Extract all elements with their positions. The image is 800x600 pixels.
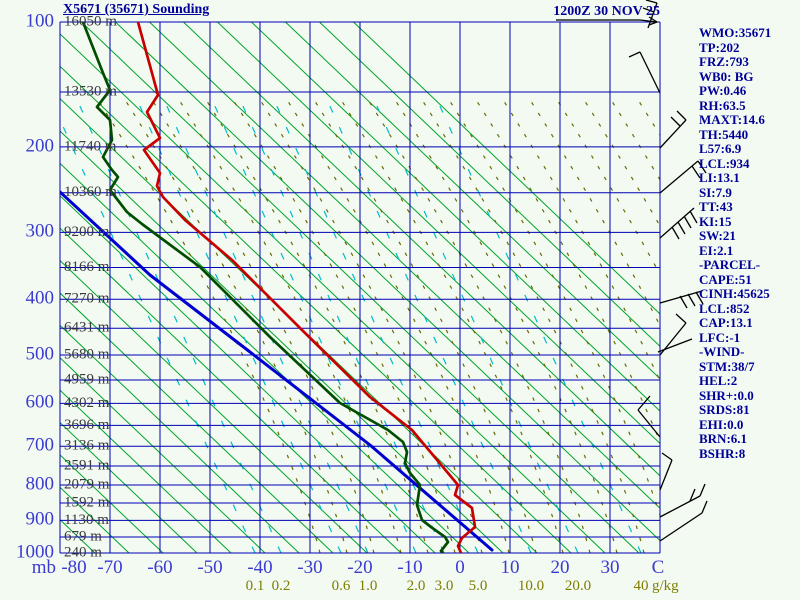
axis-label: 20 <box>551 557 570 578</box>
axis-label: 0.2 <box>272 578 291 594</box>
dewpoint-trace <box>81 22 450 553</box>
panel-line: L57:6.9 <box>699 141 742 156</box>
axis-label: 3696 m <box>64 417 110 433</box>
panel-line: FRZ:793 <box>699 54 749 69</box>
axis-label: 600 <box>26 392 55 413</box>
panel-line: BRN:6.1 <box>699 431 748 446</box>
axis-label: 800 <box>26 473 55 494</box>
panel-line: TT:43 <box>699 199 733 214</box>
mixing-ratio-lines <box>60 95 642 553</box>
axis-label: 300 <box>26 221 55 242</box>
axis-label: 679 m <box>64 528 102 544</box>
axis-label: 10.0 <box>518 578 544 594</box>
panel-line: WB0: BG <box>699 68 754 84</box>
axis-label: 9200 m <box>64 224 110 240</box>
axis-label: 20.0 <box>565 578 591 594</box>
panel-line: STM:38/7 <box>699 358 755 374</box>
parcel-trace <box>60 190 494 552</box>
panel-line: -PARCEL- <box>699 257 761 272</box>
axis-label: 1.0 <box>359 578 378 594</box>
axis-label: 2.0 <box>407 578 426 594</box>
axis-label: 3.0 <box>435 578 454 594</box>
axis-label: 240 m <box>64 544 102 560</box>
panel-line: MAXT:14.6 <box>699 112 765 127</box>
axis-label: 900 <box>26 509 55 530</box>
panel-line: SRDS:81 <box>699 402 750 417</box>
panel-line: SHR+:0.0 <box>699 387 754 403</box>
axis-label: 5.0 <box>469 578 488 594</box>
axis-label: 3136 m <box>64 438 110 454</box>
panel-line: CINH:45625 <box>699 286 770 301</box>
axis-label: 7270 m <box>64 291 110 307</box>
pressure-labels: 100 200 300 400 500 600 700 800 900 1000 <box>16 10 54 562</box>
panel-line: CAPE:51 <box>699 271 752 287</box>
panel-line: LI:13.1 <box>699 170 740 185</box>
axis-label: 2079 m <box>64 476 110 492</box>
axis-label: -70 <box>97 557 122 578</box>
axis-label: 500 <box>26 343 55 364</box>
axis-label: 30 <box>601 557 620 578</box>
axis-label: -30 <box>297 557 322 578</box>
timestamp-label: 1200Z 30 NOV 25 <box>553 4 660 19</box>
axis-label: 8166 m <box>64 259 110 275</box>
axis-label: g/kg <box>652 578 679 594</box>
mixing-ratio-axis: 0.1 0.2 0.6 1.0 2.0 3.0 5.0 10.0 20.0 40 g/kg <box>246 578 680 594</box>
axis-label: -10 <box>397 557 422 578</box>
panel-line: LFC:-1 <box>699 329 741 345</box>
axis-label: 0.1 <box>246 578 265 594</box>
panel-line: LCL:934 <box>699 155 750 171</box>
panel-line: WMO:35671 <box>699 25 772 40</box>
panel-line: BSHR:8 <box>699 445 746 461</box>
axis-label: 4959 m <box>64 371 110 387</box>
axis-label: 200 <box>26 135 55 156</box>
axis-label: -20 <box>347 557 372 578</box>
panel-line: SW:21 <box>699 228 736 243</box>
axis-label: C <box>652 557 665 578</box>
panel-line: -WIND- <box>699 344 745 359</box>
axis-label: 13530 m <box>64 83 117 99</box>
axis-label: -40 <box>247 557 272 578</box>
panel-line: EI:2.1 <box>699 242 734 258</box>
axis-label: -60 <box>147 557 172 578</box>
temperature-trace <box>136 22 477 553</box>
altitude-labels: 16050 m 13530 m 11740 m 10360 m 9200 m 8166 m… <box>64 13 117 560</box>
axis-label: 0.6 <box>332 578 351 594</box>
panel-line: CAP:13.1 <box>699 315 753 330</box>
axis-label: 1592 m <box>64 494 110 510</box>
axis-label: -80 <box>61 557 86 578</box>
axis-label: 5680 m <box>64 346 110 362</box>
panel-line: KI:15 <box>699 213 732 229</box>
axis-label: 1130 m <box>64 512 109 528</box>
parameter-panel: WMO:35671 TP:202 FRZ:793 WB0: BG PW:0.46 RH:6… <box>699 25 799 461</box>
axis-label: 40 <box>634 578 649 594</box>
axis-label: 11740 m <box>64 138 117 154</box>
panel-line: HEL:2 <box>699 373 738 388</box>
axis-label: 1000 <box>16 541 54 562</box>
axis-label: 10360 m <box>64 184 117 200</box>
axis-label: 2591 m <box>64 457 110 473</box>
wind-barbs <box>556 0 708 542</box>
temperature-axis: mb -80 -70 -60 -50 -40 -30 -20 -10 0 10 20 30 C <box>32 557 665 578</box>
axis-label: 6431 m <box>64 320 110 336</box>
axis-label: 0 <box>455 557 465 578</box>
panel-line: RH:63.5 <box>699 97 746 113</box>
panel-line: LCL:852 <box>699 300 750 316</box>
axis-label: 4302 m <box>64 395 110 411</box>
panel-line: PW:0.46 <box>699 83 747 98</box>
axis-label: 10 <box>501 557 520 578</box>
axis-label: 100 <box>26 10 55 31</box>
axis-label: mb <box>32 557 56 578</box>
panel-line: SI:7.9 <box>699 184 732 200</box>
axis-label: -50 <box>197 557 222 578</box>
panel-line: EHI:0.0 <box>699 416 744 432</box>
axis-label: 16050 m <box>64 13 117 29</box>
panel-line: TP:202 <box>699 39 740 55</box>
grid <box>59 21 661 554</box>
axis-label: 400 <box>26 288 55 309</box>
axis-label: 700 <box>26 435 55 456</box>
page-title: X5671 (35671) Sounding <box>63 2 210 17</box>
panel-line: TH:5440 <box>699 126 749 142</box>
